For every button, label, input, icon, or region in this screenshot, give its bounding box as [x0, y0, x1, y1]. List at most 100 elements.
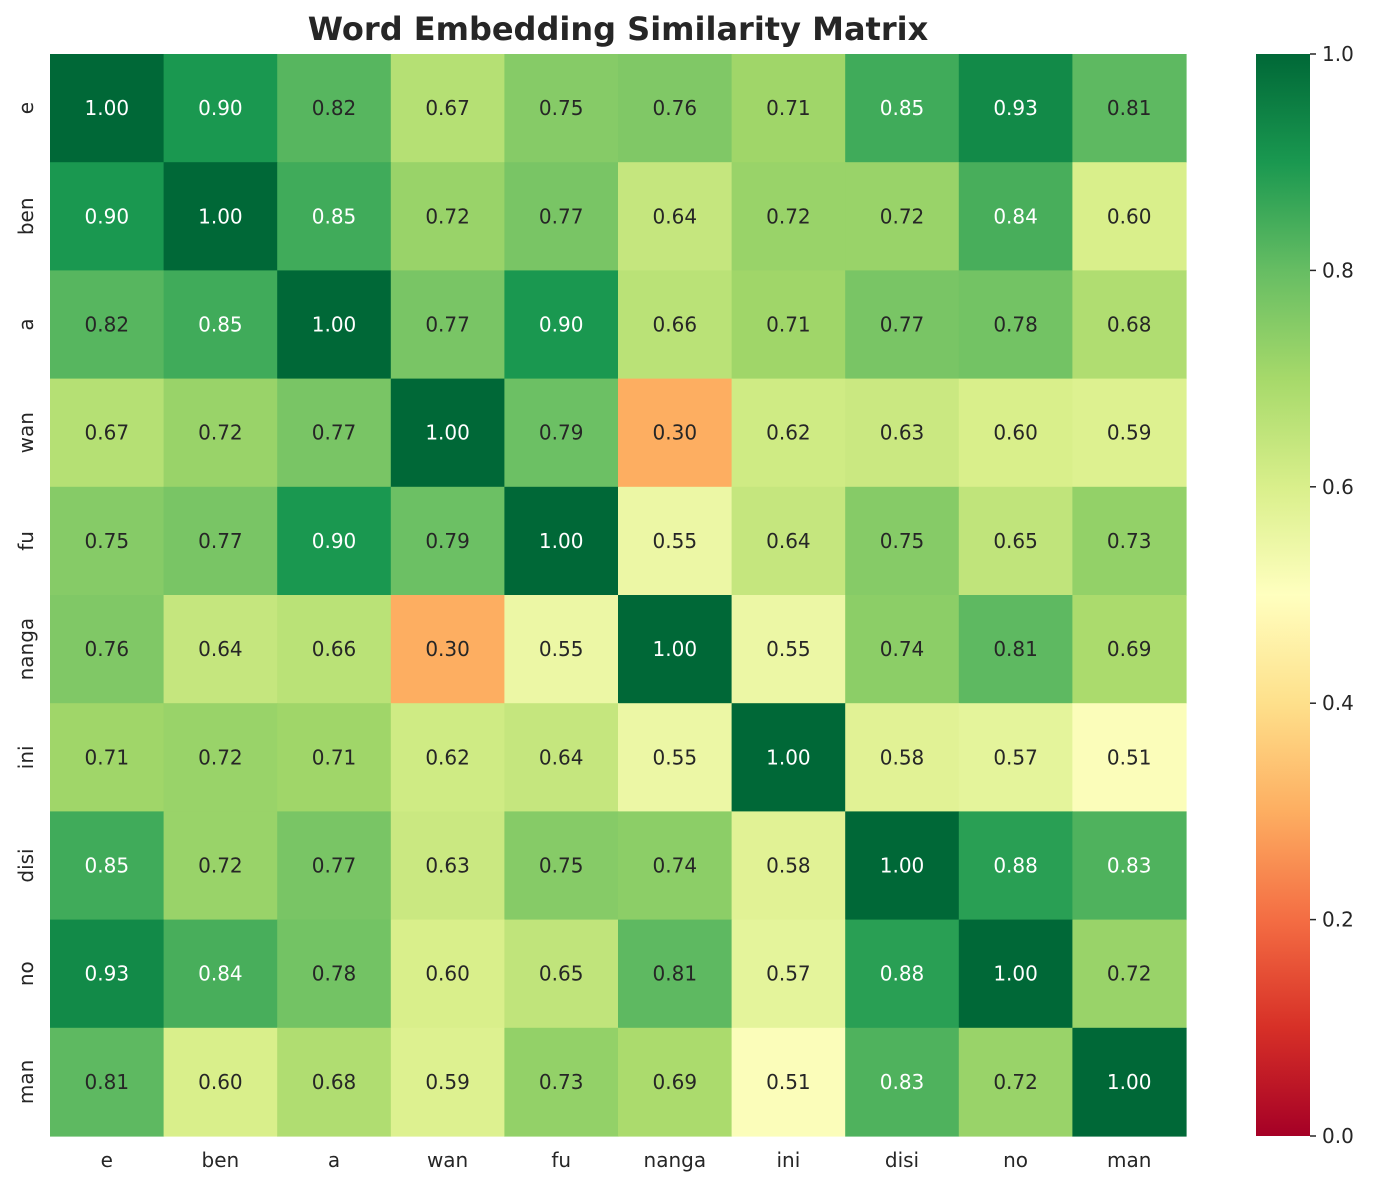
x-tick-label-e: e	[101, 1148, 113, 1172]
heatmap-cell-disi-a	[277, 811, 392, 921]
heatmap-cell-wan-e	[50, 378, 165, 488]
cell-value-label: 0.85	[85, 854, 130, 878]
heatmap-cell-no-ben	[163, 919, 278, 1029]
heatmap-cell-e-nanga	[618, 54, 733, 163]
cell-value-label: 0.77	[312, 421, 357, 445]
cell-value-label: 0.78	[312, 962, 357, 986]
heatmap-cell-no-e	[50, 919, 165, 1029]
cell-value-label: 0.79	[425, 529, 470, 553]
y-axis-tick-labels: e ben a wan fu nanga ini disi no man	[14, 102, 38, 1104]
cell-value-label: 0.57	[766, 962, 811, 986]
heatmap-cell-ben-nanga	[618, 162, 733, 271]
heatmap-cell-nanga-man	[1072, 595, 1187, 704]
cell-value-label: 0.51	[1107, 745, 1152, 769]
cell-value-label: 0.72	[993, 1070, 1038, 1094]
cell-value-label: 0.90	[312, 529, 357, 553]
cell-value-label: 0.58	[880, 745, 925, 769]
heatmap-cell-ini-a	[277, 703, 392, 812]
heatmap-cell-wan-disi	[845, 378, 960, 488]
heatmap-cell-disi-ben	[163, 811, 278, 921]
cell-value-label: 0.84	[993, 204, 1038, 228]
x-tick-label-ben: ben	[202, 1148, 240, 1172]
heatmap-cell-man-no	[958, 1027, 1073, 1137]
cell-value-label: 0.88	[993, 854, 1038, 878]
heatmap-cell-wan-ben	[163, 378, 278, 488]
cell-value-label: 0.83	[1107, 854, 1152, 878]
heatmap-cell-man-e	[50, 1027, 165, 1137]
cell-value-label: 0.66	[653, 313, 698, 337]
heatmap-cell-fu-nanga	[618, 486, 733, 596]
heatmap-cell-nanga-wan	[390, 595, 505, 704]
cell-value-label: 0.79	[539, 421, 584, 445]
heatmap-cell-ben-wan	[390, 162, 505, 271]
heatmap-cell-wan-wan	[390, 378, 505, 488]
cell-value-label: 1.00	[198, 204, 243, 228]
heatmap-cell-wan-no	[958, 378, 1073, 488]
heatmap-cell-man-nanga	[618, 1027, 733, 1137]
heatmap-cell-ini-nanga	[618, 703, 733, 812]
heatmap-cell-e-fu	[504, 54, 619, 163]
y-tick-label-a: a	[14, 318, 38, 330]
cell-value-label: 0.72	[425, 204, 470, 228]
heatmap-cell-ben-fu	[504, 162, 619, 271]
cell-value-label: 0.81	[653, 962, 698, 986]
colorbar-tick-label: 0.2	[1322, 908, 1354, 932]
heatmap-cell-man-ini	[731, 1027, 846, 1137]
cell-value-label: 0.90	[198, 96, 243, 120]
y-tick-label-fu: fu	[14, 531, 38, 551]
heatmap-cell-man-disi	[845, 1027, 960, 1137]
heatmap-cell-fu-wan	[390, 486, 505, 596]
x-tick-label-ini: ini	[777, 1148, 801, 1172]
colorbar-tick-label: 1.0	[1322, 42, 1354, 66]
cell-value-label: 0.65	[539, 962, 584, 986]
cell-value-label: 0.90	[539, 313, 584, 337]
cell-value-label: 0.63	[425, 854, 470, 878]
heatmap-cell-a-ben	[163, 270, 278, 380]
heatmap-cell-no-nanga	[618, 919, 733, 1029]
cell-value-label: 0.55	[653, 745, 698, 769]
cell-value-label: 0.55	[539, 637, 584, 661]
heatmap-cell-wan-man	[1072, 378, 1187, 488]
cell-value-label: 0.76	[653, 96, 698, 120]
cell-value-label: 0.67	[425, 96, 470, 120]
y-tick-label-ben: ben	[14, 197, 38, 235]
x-axis-tick-labels: e ben a wan fu nanga ini disi no man	[101, 1148, 1152, 1172]
cell-value-label: 0.93	[993, 96, 1038, 120]
heatmap-cell-disi-fu	[504, 811, 619, 921]
cell-value-label: 0.60	[993, 421, 1038, 445]
y-tick-label-no: no	[14, 961, 38, 986]
cell-value-label: 0.72	[766, 204, 811, 228]
colorbar-gradient	[1256, 54, 1310, 1136]
heatmap-cell-man-ben	[163, 1027, 278, 1137]
cell-value-label: 0.72	[198, 745, 243, 769]
colorbar-tick-label: 0.4	[1322, 691, 1354, 715]
cell-value-label: 0.72	[880, 204, 925, 228]
heatmap-cell-fu-a	[277, 486, 392, 596]
cell-value-label: 0.64	[766, 529, 811, 553]
cell-value-label: 0.74	[653, 854, 698, 878]
heatmap-cell-e-ben	[163, 54, 278, 163]
heatmap-cell-wan-a	[277, 378, 392, 488]
cell-value-label: 0.30	[425, 637, 470, 661]
cell-value-label: 0.71	[766, 96, 811, 120]
y-tick-label-nanga: nanga	[14, 618, 38, 681]
heatmap-cell-disi-no	[958, 811, 1073, 921]
cell-value-label: 0.82	[85, 313, 130, 337]
cell-value-label: 0.76	[85, 637, 130, 661]
cell-value-label: 0.85	[312, 204, 357, 228]
heatmap-cell-a-no	[958, 270, 1073, 380]
heatmap-cell-e-disi	[845, 54, 960, 163]
heatmap-cell-disi-man	[1072, 811, 1187, 921]
heatmap-cell-a-nanga	[618, 270, 733, 380]
heatmap-cell-fu-ben	[163, 486, 278, 596]
heatmap-cell-no-man	[1072, 919, 1187, 1029]
cell-value-label: 0.75	[539, 854, 584, 878]
heatmap-cell-e-a	[277, 54, 392, 163]
x-tick-label-fu: fu	[551, 1148, 571, 1172]
cell-value-label: 0.62	[425, 745, 470, 769]
y-tick-label-e: e	[14, 102, 38, 114]
x-tick-label-disi: disi	[885, 1148, 919, 1172]
colorbar-tick-label: 0.0	[1322, 1124, 1354, 1148]
cell-value-label: 0.83	[880, 1070, 925, 1094]
